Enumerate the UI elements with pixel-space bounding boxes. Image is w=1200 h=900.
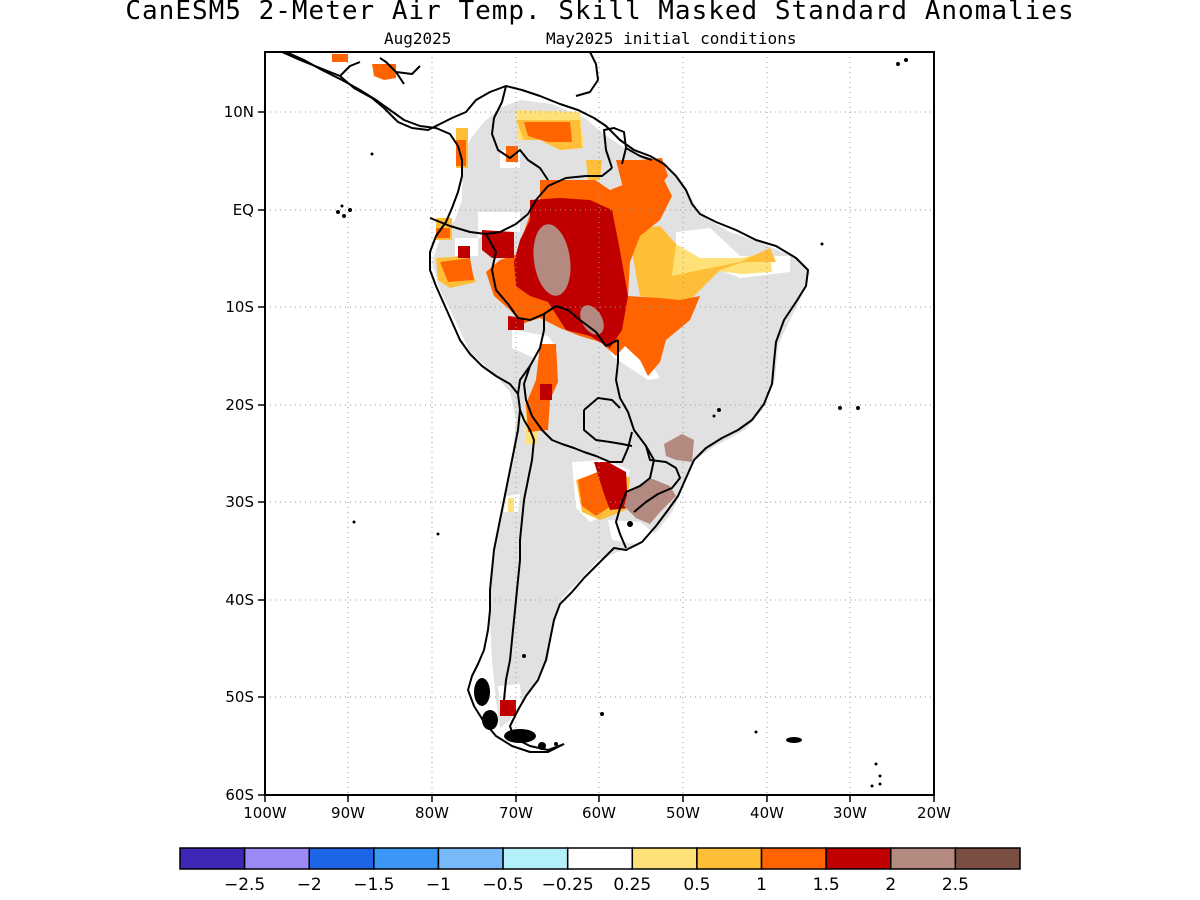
colorbar-swatch [760,847,827,870]
lat-label-30s: 30S [225,493,254,511]
colorbar-label: 0.25 [613,875,651,895]
lon-label-80w: 80W [415,804,449,822]
lon-label-20w: 20W [917,804,951,822]
colorbar-label: −2 [297,875,322,895]
colorbar-label: −1.5 [353,875,394,895]
colorbar-label: 0.5 [683,875,710,895]
map-area [265,52,934,795]
colorbar: −2.5 −2 −1.5 −1 −0.5 −0.25 0.25 0.5 1 1.5 2 2.5 [179,847,1021,895]
colorbar-swatch [437,847,504,870]
colorbar-label: 1 [756,875,767,895]
lon-label-60w: 60W [582,804,616,822]
lat-label-20s: 20S [225,396,254,414]
colorbar-label: −0.5 [482,875,523,895]
lat-label-50s: 50S [225,688,254,706]
colorbar-swatch [373,847,440,870]
axis-ticks [258,111,935,802]
colorbar-label: 1.5 [813,875,840,895]
colorbar-swatch [179,847,246,870]
lon-label-70w: 70W [499,804,533,822]
lat-label-60s: 60S [225,786,254,804]
lon-label-30w: 30W [833,804,867,822]
valid-month-label: Aug2025 [384,29,452,48]
lon-label-50w: 50W [666,804,700,822]
colorbar-swatch [954,847,1021,870]
colorbar-label: −0.25 [542,875,594,895]
colorbar-label: 2 [885,875,896,895]
lon-label-40w: 40W [750,804,784,822]
colorbar-swatch [308,847,375,870]
islands [336,58,908,788]
coastline [281,52,809,753]
colorbar-label: 2.5 [942,875,969,895]
colorbar-swatch [825,847,892,870]
anomaly-above-2.5 [533,224,694,524]
colorbar-swatch [696,847,763,870]
lon-label-100w: 100W [243,804,287,822]
init-conditions-label: May2025 initial conditions [546,29,797,48]
colorbar-swatch [890,847,957,870]
colorbar-swatch [243,847,310,870]
lat-label-10s: 10S [225,298,254,316]
colorbar-label: −2.5 [224,875,265,895]
lat-label-40s: 40S [225,591,254,609]
lat-label-10n: 10N [224,103,254,121]
colorbar-label: −1 [426,875,451,895]
colorbar-swatch [631,847,698,870]
lat-labels: 10N EQ 10S 20S 30S 40S 50S 60S [224,103,254,804]
lon-label-90w: 90W [331,804,365,822]
lat-label-eq: EQ [233,201,254,219]
lon-labels: 100W 90W 80W 70W 60W 50W 40W 30W 20W [243,804,951,822]
colorbar-swatch [566,847,634,870]
colorbar-swatch [502,847,569,870]
map-title: CanESM5 2-Meter Air Temp. Skill Masked S… [125,0,1075,26]
